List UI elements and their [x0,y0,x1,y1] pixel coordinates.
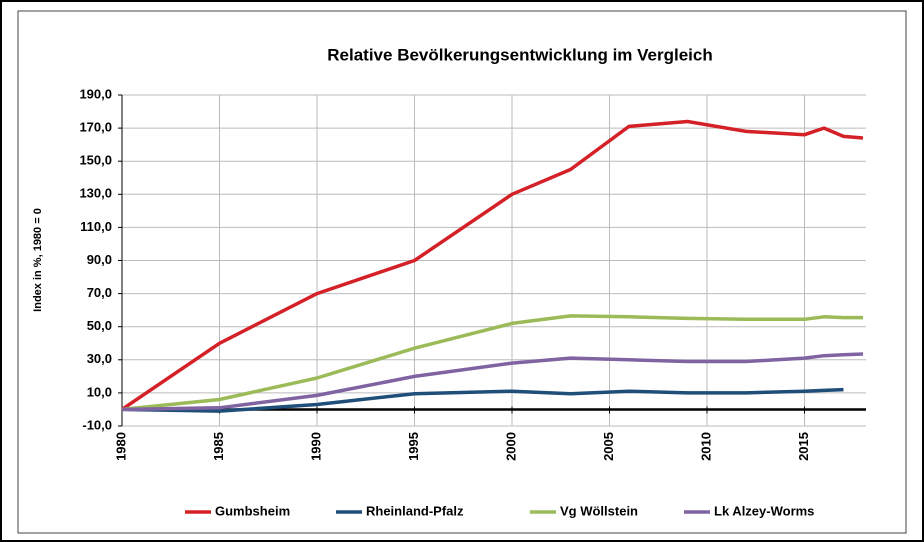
chart-frame [17,10,907,534]
x-tick-label: 1990 [308,432,323,461]
y-axis-title: Index in %, 1980 = 0 [32,208,44,312]
y-tick-label: 90,0 [87,252,112,267]
x-tick-label: 1985 [211,432,226,461]
x-tick-label: 2000 [503,432,518,461]
y-tick-label: 110,0 [80,219,112,234]
legend-label: Gumbsheim [215,503,290,518]
y-tick-label: 150,0 [79,153,112,168]
legend-label: Rheinland-Pfalz [366,503,464,518]
x-tick-label: 1995 [406,432,421,461]
y-tick-label: 50,0 [87,318,112,333]
series-line [121,119,864,411]
chart-title: Relative Bevölkerungsentwicklung im Verg… [327,45,712,64]
x-tick-label: 1980 [113,432,128,461]
y-tick-label: 70,0 [87,285,112,300]
y-tick-label: -10,0 [82,417,112,432]
series-line [121,387,844,413]
x-tick-label: 2005 [601,432,616,461]
series-line [121,352,864,412]
legend-label: Vg Wöllstein [560,503,638,518]
x-tick-label: 2010 [698,432,713,461]
y-tick-label: 130,0 [79,186,112,201]
legend-label: Lk Alzey-Worms [714,503,814,518]
y-tick-label: 10,0 [87,384,112,399]
y-tick-label: 170,0 [79,120,112,135]
x-tick-label: 2015 [796,432,811,461]
series-line [121,314,863,412]
y-tick-label: 30,0 [87,351,112,366]
y-tick-label: 190,0 [79,86,112,101]
